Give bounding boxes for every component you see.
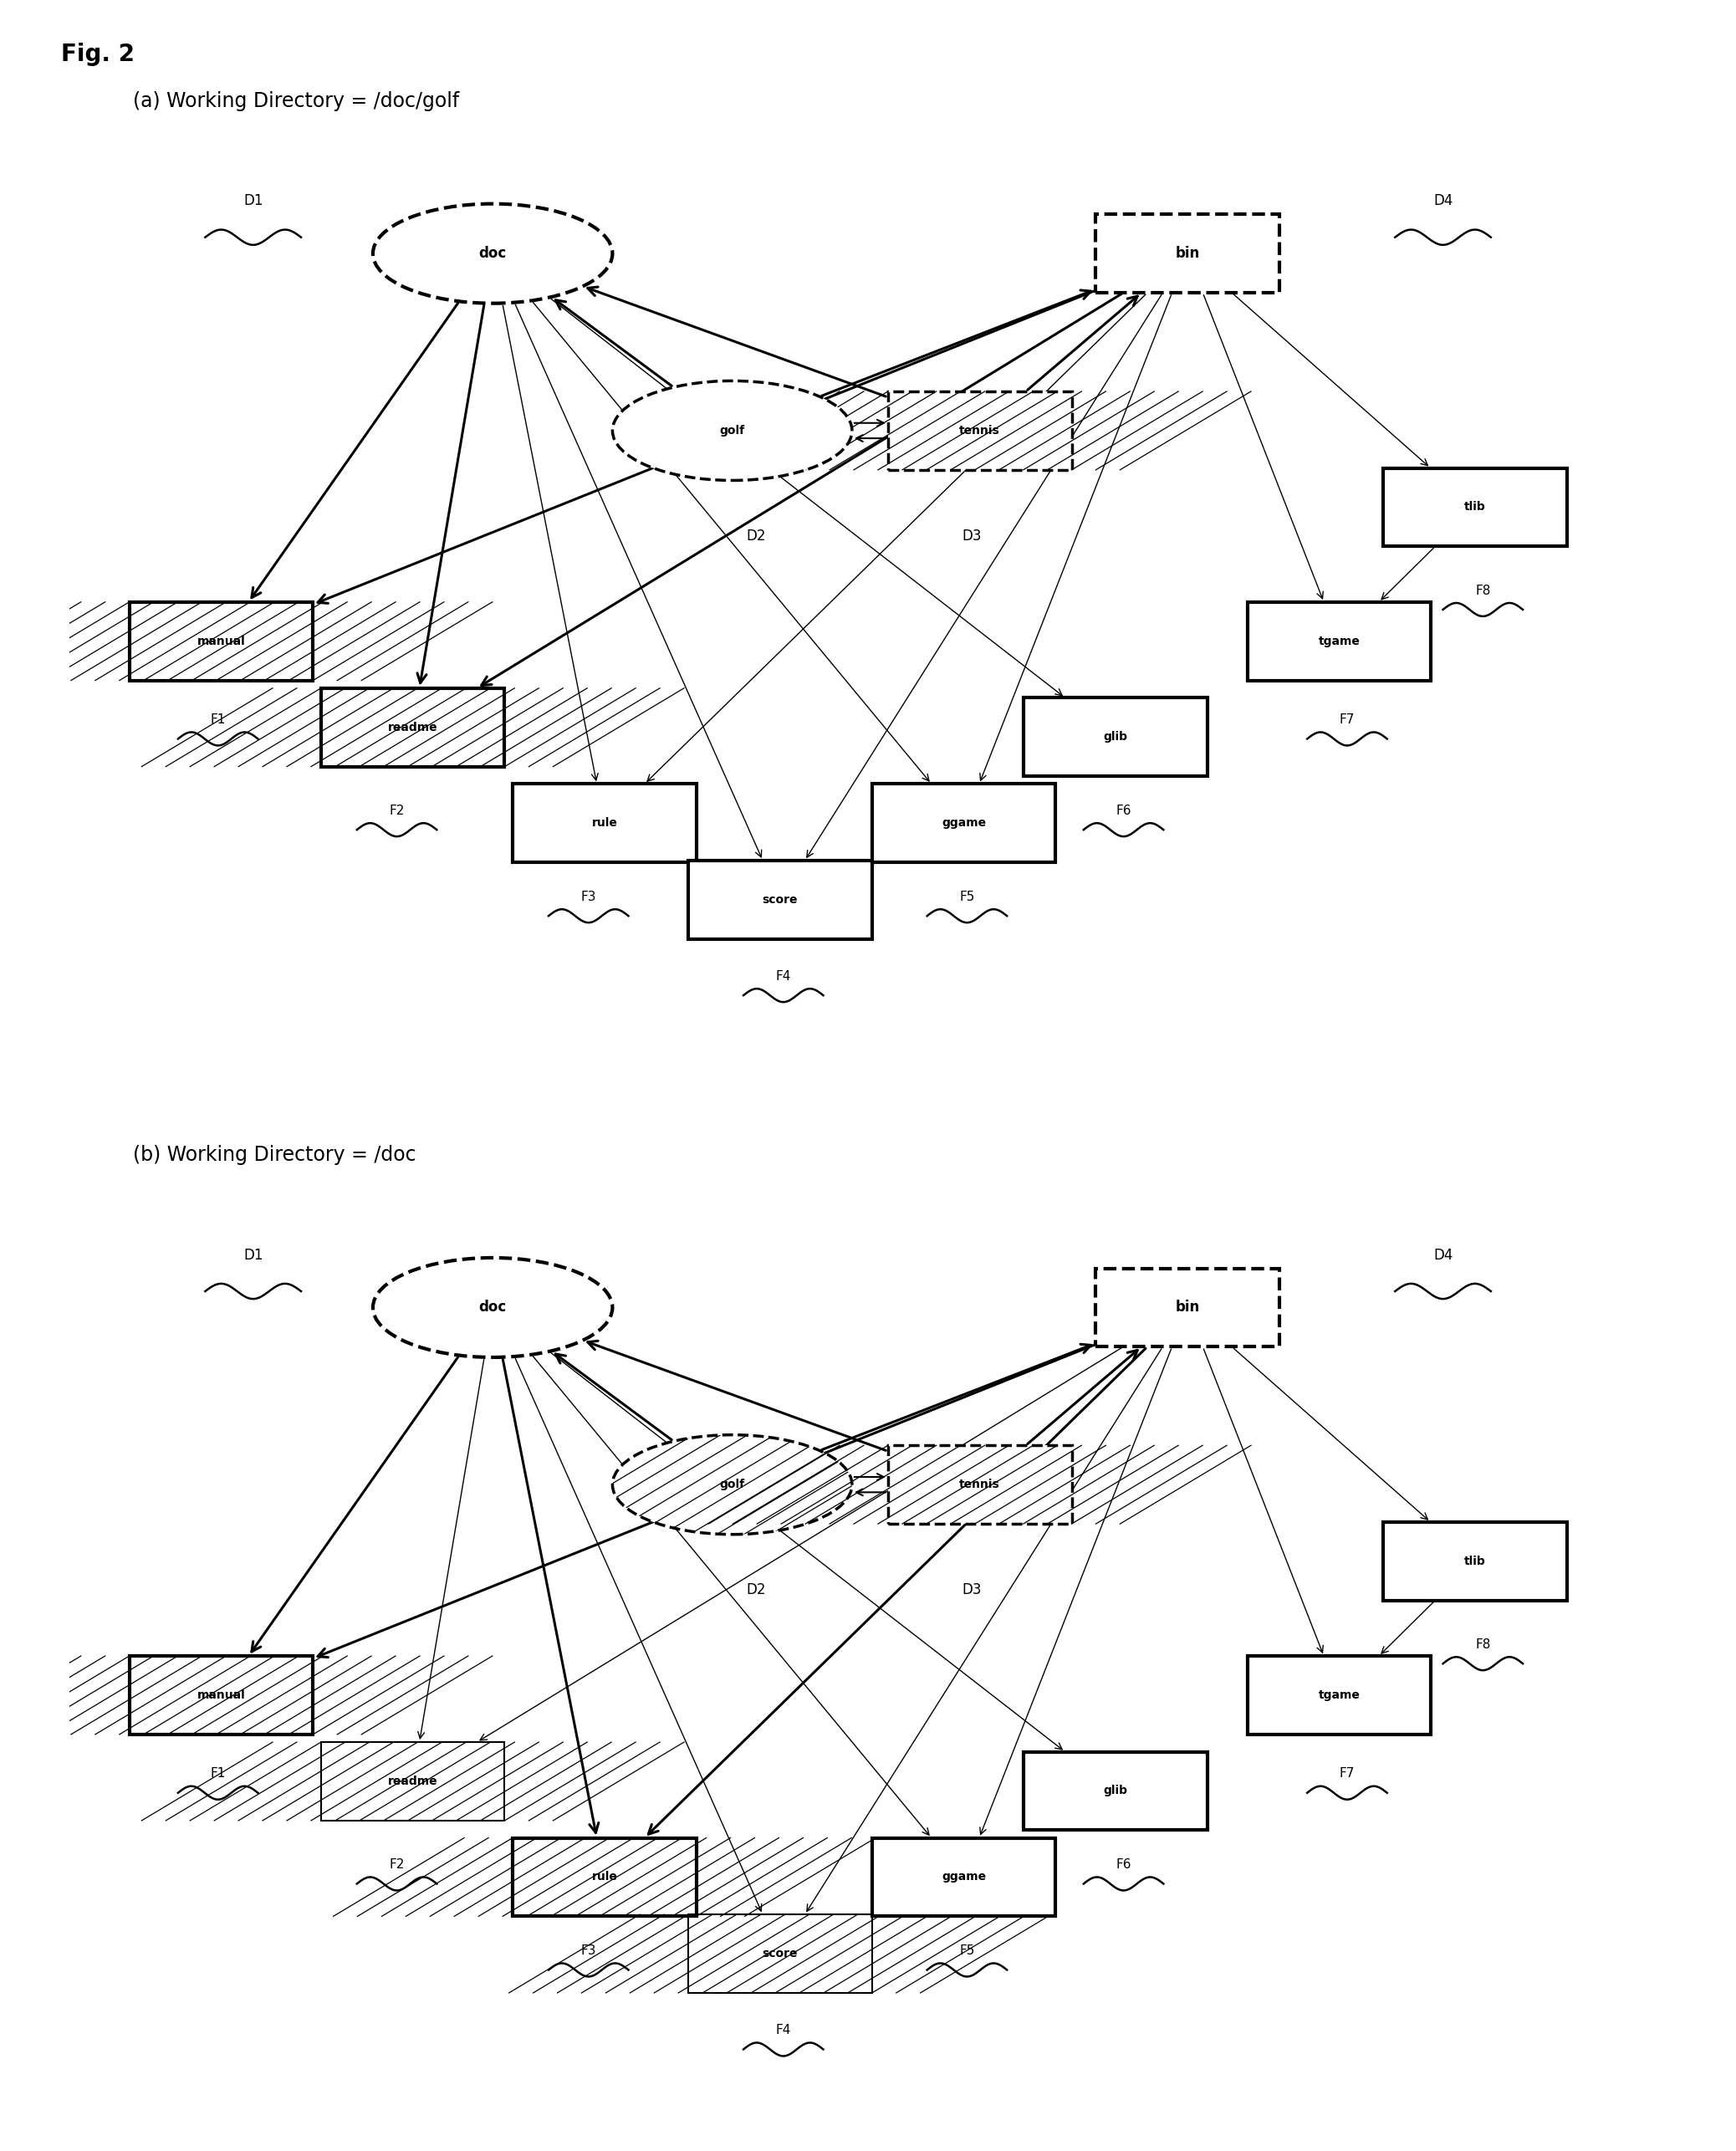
Text: (a) Working Directory = /doc/golf: (a) Working Directory = /doc/golf [134, 90, 460, 112]
Bar [512, 1837, 696, 1917]
Ellipse shape [373, 204, 613, 303]
Bar [887, 391, 1071, 469]
Text: F6: F6 [1116, 1858, 1132, 1871]
Bar [130, 602, 312, 680]
Ellipse shape [613, 381, 852, 480]
Text: Fig. 2: Fig. 2 [61, 43, 134, 67]
Text: F3: F3 [582, 1945, 595, 1957]
Bar [689, 860, 871, 938]
Bar [321, 1742, 505, 1820]
Text: F2: F2 [389, 804, 404, 817]
Text: D3: D3 [962, 529, 981, 544]
Bar [871, 1837, 1055, 1917]
Bar [689, 1914, 871, 1992]
Text: F5: F5 [960, 1945, 974, 1957]
Text: rule: rule [592, 817, 618, 828]
Text: golf: golf [720, 1478, 745, 1491]
Text: bin: bin [1175, 245, 1200, 260]
Bar [1024, 1751, 1208, 1831]
Text: F7: F7 [1340, 714, 1354, 727]
Bar [887, 1445, 1071, 1523]
Text: tgame: tgame [1318, 1689, 1359, 1701]
Text: tlib: tlib [1463, 1555, 1486, 1568]
Bar [887, 1445, 1071, 1523]
Text: golf: golf [720, 424, 745, 437]
Text: F1: F1 [210, 714, 226, 727]
Text: F8: F8 [1476, 585, 1491, 596]
Bar [1384, 469, 1568, 546]
Text: score: score [762, 895, 799, 906]
Text: doc: doc [479, 245, 507, 260]
Text: F4: F4 [776, 2024, 792, 2037]
Text: score: score [762, 1949, 799, 1960]
Text: readme: readme [387, 721, 437, 733]
Text: F7: F7 [1340, 1768, 1354, 1781]
Bar [1384, 1523, 1568, 1600]
Text: glib: glib [1104, 1785, 1128, 1796]
Text: rule: rule [592, 1871, 618, 1882]
Text: readme: readme [387, 1775, 437, 1787]
Text: doc: doc [479, 1299, 507, 1314]
Text: D4: D4 [1434, 1248, 1453, 1263]
Bar [130, 1656, 312, 1734]
Bar [887, 391, 1071, 469]
Ellipse shape [373, 1258, 613, 1357]
Text: F3: F3 [582, 891, 595, 903]
Bar [130, 1656, 312, 1734]
Text: glib: glib [1104, 731, 1128, 742]
Bar [1095, 1269, 1279, 1347]
Text: F2: F2 [389, 1858, 404, 1871]
Bar [689, 1914, 871, 1992]
Text: manual: manual [196, 1689, 245, 1701]
Bar [130, 602, 312, 680]
Text: manual: manual [196, 635, 245, 647]
Bar [1248, 1656, 1430, 1734]
Text: F8: F8 [1476, 1639, 1491, 1650]
Text: (b) Working Directory = /doc: (b) Working Directory = /doc [134, 1144, 417, 1166]
Text: D3: D3 [962, 1583, 981, 1598]
Bar [130, 1656, 312, 1734]
Ellipse shape [613, 1435, 852, 1534]
Bar [1248, 602, 1430, 680]
Bar [321, 688, 505, 766]
Text: tennis: tennis [960, 1478, 1000, 1491]
Text: ggame: ggame [941, 817, 986, 828]
Text: D2: D2 [746, 1583, 766, 1598]
Text: tlib: tlib [1463, 501, 1486, 514]
Bar [512, 1837, 696, 1917]
Text: bin: bin [1175, 1299, 1200, 1314]
Text: D2: D2 [746, 529, 766, 544]
Bar [512, 1837, 696, 1917]
Bar [871, 783, 1055, 863]
Text: tennis: tennis [960, 424, 1000, 437]
Bar [130, 602, 312, 680]
Text: D4: D4 [1434, 194, 1453, 209]
Text: F6: F6 [1116, 804, 1132, 817]
Bar [689, 1914, 871, 1992]
Text: D1: D1 [243, 1248, 262, 1263]
Bar [321, 688, 505, 766]
Text: ggame: ggame [941, 1871, 986, 1882]
Bar [1024, 697, 1208, 777]
Text: tgame: tgame [1318, 635, 1359, 647]
Bar [1095, 215, 1279, 293]
Bar [321, 688, 505, 766]
Text: F1: F1 [210, 1768, 226, 1781]
Bar [321, 1742, 505, 1820]
Text: F5: F5 [960, 891, 974, 903]
Text: D1: D1 [243, 194, 262, 209]
Text: F4: F4 [776, 970, 792, 983]
Bar [512, 783, 696, 863]
Bar [887, 1445, 1071, 1523]
Bar [887, 391, 1071, 469]
Bar [321, 1742, 505, 1820]
